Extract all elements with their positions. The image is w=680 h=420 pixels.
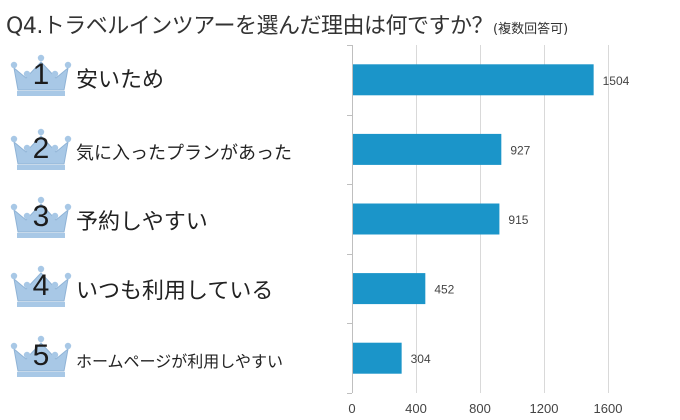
crown-icon: [10, 54, 72, 96]
bar: [353, 133, 502, 165]
chart-title-sub: (複数回答可): [493, 22, 569, 37]
bar: [353, 203, 500, 235]
x-tick-label: 1200: [530, 401, 559, 416]
rank-label: 気に入ったプランがあった: [76, 143, 292, 164]
bar-value-label: 927: [510, 143, 530, 157]
bar-value-label: 304: [411, 352, 431, 366]
crown-icon: [10, 335, 72, 377]
chart-title-main: Q4.トラベルインツアーを選んだ理由は何ですか？: [6, 14, 494, 39]
crown-icon: [10, 265, 72, 307]
bar-value-label: 452: [434, 283, 454, 297]
rank-row-5: 5 ホームページが利用しやすい: [0, 331, 340, 381]
rank-number: 2: [32, 132, 50, 165]
rank-label: 予約しやすい: [76, 210, 208, 235]
rank-row-2: 2 気に入ったプランがあった: [0, 124, 340, 174]
crown-icon: [10, 196, 72, 238]
x-tick-label: 400: [405, 401, 427, 416]
rank-row-3: 3 予約しやすい: [0, 192, 340, 242]
bar: [353, 273, 426, 305]
rank-number: 3: [32, 200, 50, 233]
bar-value-label: 915: [508, 213, 528, 227]
bar: [353, 342, 402, 374]
rank-number: 5: [32, 339, 50, 372]
x-tick-label: 1600: [594, 401, 623, 416]
rank-label: いつも利用している: [76, 279, 274, 304]
rank-number: 4: [32, 269, 50, 302]
rank-label: ホームページが利用しやすい: [76, 352, 284, 371]
rank-row-4: 4 いつも利用している: [0, 261, 340, 311]
x-tick-label: 0: [348, 401, 355, 416]
bar: [353, 64, 594, 96]
rank-label: 安いため: [76, 68, 165, 93]
rank-row-1: 1 安いため: [0, 50, 340, 100]
bar-value-label: 1504: [603, 74, 630, 88]
x-tick-label: 800: [469, 401, 491, 416]
rank-number: 1: [32, 58, 50, 91]
chart-title: Q4.トラベルインツアーを選んだ理由は何ですか？(複数回答可): [6, 8, 568, 40]
crown-icon: [10, 128, 72, 170]
